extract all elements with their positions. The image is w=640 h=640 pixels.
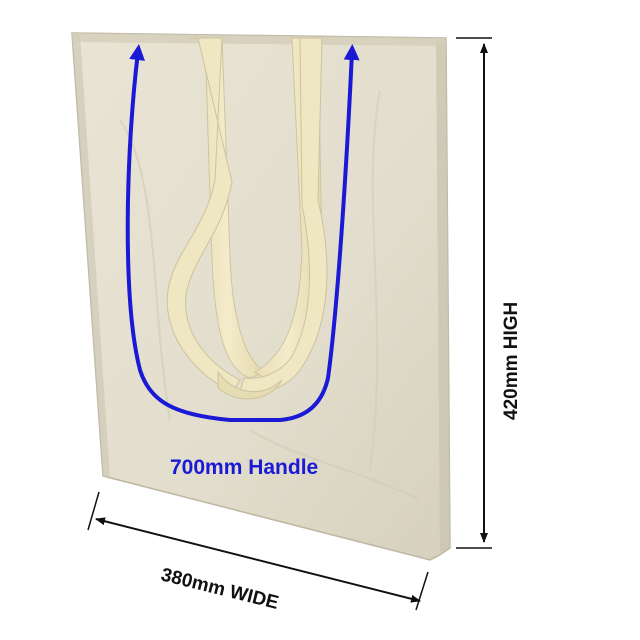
bag-body	[71, 32, 451, 561]
width-label: 380mm WIDE	[159, 564, 281, 613]
height-dimension	[456, 37, 492, 549]
handle-length-arrow	[125, 44, 360, 422]
bag-handles	[166, 37, 328, 400]
handle-length-label: 700mm Handle	[170, 456, 318, 479]
height-label: 420mm HIGH	[501, 302, 522, 420]
width-dimension	[87, 491, 429, 611]
